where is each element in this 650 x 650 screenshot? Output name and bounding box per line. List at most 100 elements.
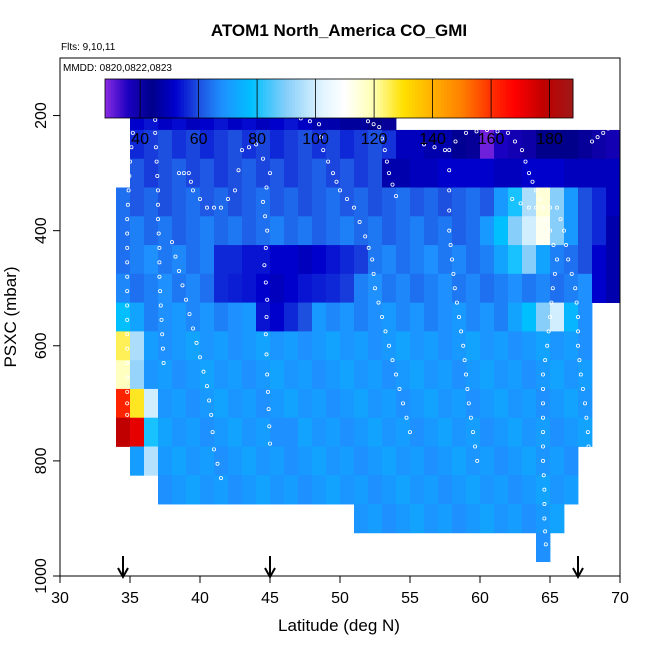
colorbar-swatch	[458, 79, 463, 118]
heatmap-cell	[298, 158, 313, 188]
heatmap-cell	[228, 388, 243, 419]
x-tick-label: 70	[611, 590, 629, 607]
colorbar-swatch	[570, 79, 574, 118]
heatmap-cell	[186, 417, 201, 447]
heatmap-cell	[410, 158, 425, 188]
heatmap-cell	[144, 302, 159, 332]
observation-point	[393, 372, 398, 377]
heatmap-cell	[144, 216, 159, 246]
colorbar-swatch	[494, 79, 498, 118]
heatmap-cell	[312, 302, 327, 332]
colorbar-swatch	[485, 79, 489, 118]
colorbar-swatch	[198, 79, 203, 118]
observation-point	[267, 171, 272, 176]
heatmap-cell	[466, 504, 481, 534]
observation-point	[201, 369, 206, 374]
heatmap-cell	[480, 129, 495, 160]
observation-point	[537, 197, 542, 202]
heatmap-cell	[452, 187, 467, 217]
heatmap-cell	[340, 273, 355, 304]
heatmap-cell	[130, 417, 145, 447]
heatmap-cell	[494, 446, 509, 476]
heatmap-cell	[130, 446, 145, 476]
observation-point	[351, 205, 356, 210]
colorbar-tick-label: 60	[190, 131, 208, 148]
colorbar-swatch	[339, 79, 343, 118]
heatmap-cell	[480, 245, 495, 275]
heatmap-cell	[438, 417, 453, 447]
heatmap-cell	[242, 302, 257, 332]
heatmap-cell	[466, 331, 481, 361]
heatmap-cell	[130, 245, 145, 275]
heatmap-cell	[144, 187, 159, 217]
heatmap-cell	[564, 158, 579, 188]
colorbar-swatch	[333, 79, 337, 118]
heatmap-cell	[536, 331, 551, 361]
heatmap-cell	[256, 245, 271, 275]
heatmap-cell	[382, 446, 397, 476]
heatmap-cell	[508, 273, 523, 304]
observation-point	[578, 372, 583, 377]
x-tick-label: 45	[261, 590, 279, 607]
heatmap-cell	[578, 216, 593, 246]
observation-point	[601, 130, 606, 135]
heatmap-cell	[326, 360, 341, 390]
heatmap-cell	[494, 302, 509, 332]
colorbar-tick-label: 180	[536, 131, 563, 148]
colorbar-swatch	[324, 79, 328, 118]
colorbar-swatch	[251, 79, 255, 118]
heatmap-cell	[410, 216, 425, 246]
heatmap-cell	[508, 158, 523, 188]
colorbar-swatch	[359, 79, 363, 118]
heatmap-cell	[214, 446, 229, 476]
heatmap-cell	[494, 129, 509, 160]
colorbar-swatch	[151, 79, 156, 118]
heatmap-cell	[480, 273, 495, 304]
heatmap-cell	[396, 360, 411, 390]
observation-point	[187, 312, 192, 317]
observation-point	[236, 168, 241, 173]
heatmap-cell	[242, 129, 257, 160]
colorbar-swatch	[292, 79, 296, 118]
colorbar-swatch	[511, 79, 515, 118]
heatmap-cell	[550, 216, 565, 246]
y-tick-label: 600	[33, 332, 50, 359]
heatmap-cell	[172, 302, 187, 332]
heatmap-cell	[144, 245, 159, 275]
colorbar-tick-label: 160	[478, 131, 505, 148]
heatmap-cell	[200, 245, 215, 275]
heatmap-cell	[550, 388, 565, 419]
heatmap-cell	[438, 475, 453, 505]
heatmap-cell	[452, 388, 467, 419]
heatmap-cell	[242, 216, 257, 246]
heatmap-cell	[228, 216, 243, 246]
heatmap-cell	[410, 446, 425, 476]
heatmap-cell	[536, 245, 551, 275]
colorbar-swatch	[183, 79, 188, 118]
heatmap-cell	[130, 302, 145, 332]
heatmap-cell	[368, 187, 383, 217]
observation-point	[541, 386, 546, 391]
colorbar-swatch	[219, 79, 223, 118]
heatmap-cell	[480, 331, 495, 361]
heatmap-cell	[270, 417, 285, 447]
heatmap-cell	[424, 388, 439, 419]
heatmap-cell	[466, 158, 481, 188]
heatmap-cell	[200, 273, 215, 304]
y-tick-label: 200	[33, 102, 50, 129]
colorbar-swatch	[514, 79, 518, 118]
heatmap-cell	[536, 187, 551, 217]
heatmap-cell	[424, 273, 439, 304]
observation-point	[459, 329, 464, 334]
colorbar-swatch	[508, 79, 513, 118]
colorbar-swatch	[242, 79, 246, 118]
heatmap-cell	[606, 158, 621, 188]
heatmap-cell	[452, 273, 467, 304]
observation-point	[372, 286, 377, 291]
heatmap-cell	[368, 158, 383, 188]
heatmap-cell	[508, 417, 523, 447]
colorbar-swatch	[382, 79, 387, 118]
heatmap-cell	[354, 302, 369, 332]
observation-point	[190, 326, 195, 331]
x-tick-label: 40	[191, 590, 209, 607]
